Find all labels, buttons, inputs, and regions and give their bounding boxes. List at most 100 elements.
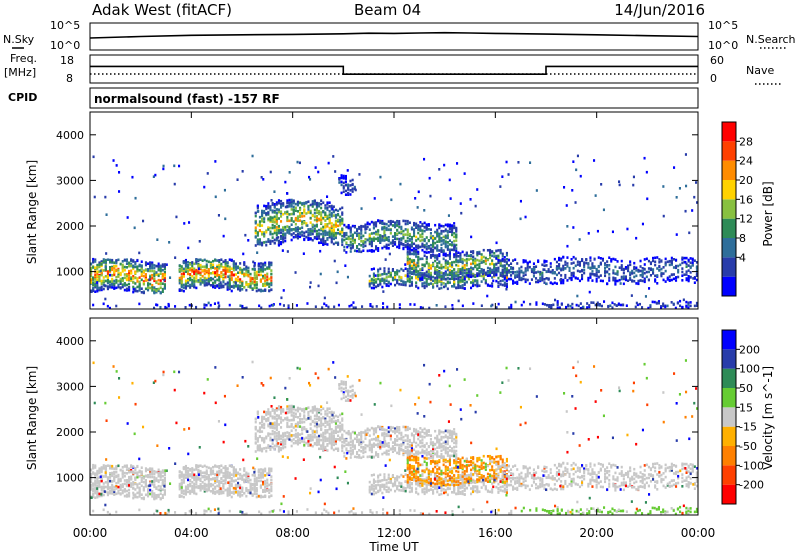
power-cell — [516, 275, 519, 278]
power-cell — [448, 264, 451, 267]
power-cell — [275, 218, 278, 221]
velocity-cell — [182, 492, 185, 495]
power-cell — [432, 283, 435, 286]
power-cell — [157, 267, 160, 271]
power-cell — [660, 306, 663, 310]
power-cell — [501, 279, 504, 282]
power-cell — [98, 288, 101, 292]
power-cell-sparse — [476, 188, 479, 191]
power-cell — [271, 223, 274, 227]
power-cell — [508, 306, 511, 309]
velocity-cell — [130, 469, 133, 472]
power-cell — [518, 273, 521, 276]
power-cell — [633, 279, 636, 283]
power-cell — [102, 269, 105, 272]
power-cell — [389, 282, 392, 286]
power-cell — [102, 283, 105, 287]
power-cell — [263, 217, 266, 221]
velocity-cell — [205, 488, 208, 491]
power-cell — [191, 281, 194, 284]
power-cell — [296, 227, 299, 231]
power-cell — [334, 221, 337, 225]
power-cell — [134, 265, 137, 269]
power-cell — [434, 230, 437, 234]
power-cell — [341, 234, 344, 238]
power-cell — [675, 276, 678, 279]
velocity-cell — [134, 493, 137, 496]
power-cell-sparse — [435, 304, 438, 307]
power-cell — [284, 234, 287, 237]
velocity-cell — [207, 474, 210, 477]
power-cell — [409, 303, 412, 306]
velocity-cell — [193, 476, 196, 480]
power-cell — [332, 242, 335, 246]
power-cell — [199, 273, 202, 277]
power-cell — [320, 216, 323, 219]
power-cell — [195, 272, 198, 276]
power-cell — [292, 235, 295, 239]
velocity-cell — [184, 464, 187, 468]
power-cell — [149, 282, 152, 286]
power-cell — [147, 278, 150, 282]
power-cell-sparse — [565, 204, 568, 207]
power-cell — [115, 275, 118, 279]
power-cell — [558, 271, 561, 275]
power-cell — [436, 240, 439, 243]
power-cell — [117, 258, 120, 262]
velocity-cell — [104, 485, 107, 489]
power-cell — [512, 266, 515, 270]
power-cell — [448, 239, 451, 242]
power-cell — [275, 211, 278, 215]
velocity-cell — [119, 492, 122, 495]
velocity-cell — [195, 492, 198, 496]
power-cell — [155, 271, 158, 274]
power-cell — [440, 283, 443, 286]
power-cell — [551, 269, 554, 272]
power-cell-sparse — [281, 249, 284, 252]
velocity-cell — [98, 476, 101, 479]
power-cell — [147, 286, 150, 289]
velocity-cell — [199, 469, 202, 473]
power-cell — [296, 226, 299, 229]
power-cell — [151, 266, 154, 270]
power-cell — [394, 221, 397, 224]
power-cell — [442, 276, 445, 280]
power-cell — [436, 271, 439, 274]
power-cell — [465, 268, 468, 271]
power-cell — [497, 276, 500, 280]
power-cell — [288, 203, 291, 206]
power-cell — [612, 271, 615, 275]
power-cell — [100, 260, 103, 263]
velocity-cell — [136, 483, 139, 487]
power-cell — [555, 273, 558, 277]
power-cell — [123, 265, 126, 269]
y-tick-label: 3000 — [56, 174, 84, 187]
power-cell — [408, 249, 411, 253]
power-cell — [510, 270, 513, 274]
power-cell — [320, 232, 323, 236]
power-cell — [102, 281, 105, 284]
power-cell — [140, 274, 143, 277]
power-cell — [489, 268, 492, 272]
power-cell — [261, 224, 264, 227]
power-cell — [117, 285, 120, 289]
power-cell — [622, 303, 625, 307]
velocity-cell — [178, 485, 181, 488]
power-cell — [203, 284, 206, 287]
power-cell — [618, 278, 621, 282]
power-cell — [438, 223, 441, 226]
power-cell — [282, 229, 285, 233]
power-cell — [144, 287, 147, 291]
power-cell-sparse — [563, 186, 566, 189]
power-cell — [379, 280, 382, 283]
power-cell — [434, 280, 437, 283]
velocity-cell — [220, 468, 223, 472]
power-cell — [463, 264, 466, 267]
power-cell — [340, 183, 343, 187]
power-cell — [348, 304, 351, 308]
power-cell — [265, 229, 268, 233]
velocity-cell — [111, 488, 114, 492]
power-cell — [266, 275, 269, 278]
power-cell — [480, 274, 483, 278]
power-cell — [396, 279, 399, 282]
